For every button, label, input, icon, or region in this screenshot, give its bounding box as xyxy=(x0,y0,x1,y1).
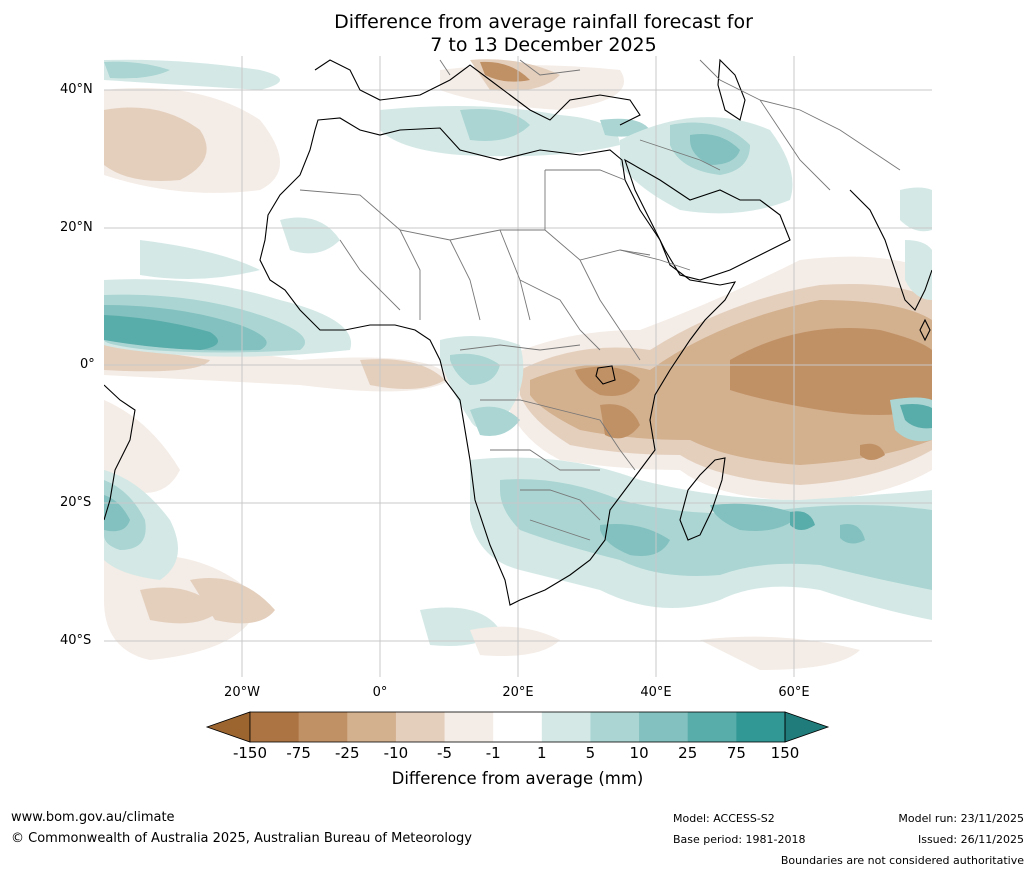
footer-base-period: Base period: 1981-2018 xyxy=(673,833,806,846)
footer-website: www.bom.gov.au/climate xyxy=(11,810,175,825)
madagascar-coastline xyxy=(679,457,726,541)
country-borders xyxy=(299,59,901,541)
india-coastline xyxy=(849,189,932,311)
gridlines xyxy=(104,56,932,677)
colorbar-bin xyxy=(395,712,446,742)
lat-label-20n: 20°N xyxy=(60,220,93,235)
colorbar-bin xyxy=(298,712,348,742)
lon-label-20e: 20°E xyxy=(502,685,534,700)
colorbar-tick-label: 150 xyxy=(770,744,800,762)
lat-label-40s: 40°S xyxy=(60,633,92,648)
coastlines xyxy=(104,58,932,606)
colorbar-under-triangle xyxy=(205,711,251,743)
lon-label-40e: 40°E xyxy=(640,685,672,700)
colorbar-tick-label: -10 xyxy=(383,744,409,762)
colorbar-bin xyxy=(541,712,591,742)
colorbar-tick-label: 1 xyxy=(537,744,547,762)
colorbar-over-triangle xyxy=(784,711,830,743)
footer-disclaimer: Boundaries are not considered authoritat… xyxy=(780,854,1024,867)
lat-label-20s: 20°S xyxy=(60,495,92,510)
lat-label-0: 0° xyxy=(80,357,95,372)
lake-victoria xyxy=(595,365,616,385)
europe-coastline xyxy=(314,59,641,126)
footer-issued: Issued: 26/11/2025 xyxy=(917,833,1024,846)
colorbar-bin xyxy=(590,712,640,742)
colorbar-bin xyxy=(250,712,300,742)
map-plot-area xyxy=(104,56,932,677)
colorbar-tick-label: 10 xyxy=(629,744,649,762)
colorbar-bin xyxy=(444,712,494,742)
colorbar-bin xyxy=(493,712,543,742)
caspian-coastline xyxy=(717,58,746,121)
africa-coastline xyxy=(259,117,737,606)
colorbar-bin xyxy=(639,712,689,742)
footer-model-run: Model run: 23/11/2025 xyxy=(898,812,1024,825)
colorbar-tick-label: -150 xyxy=(232,744,268,762)
colorbar xyxy=(205,711,830,743)
colorbar-title: Difference from average (mm) xyxy=(391,769,644,788)
lon-label-0: 0° xyxy=(372,685,388,700)
lon-label-20w: 20°W xyxy=(224,685,260,700)
map-title-line-1: Difference from average rainfall forecas… xyxy=(334,11,753,33)
colorbar-tick-label: 25 xyxy=(678,744,698,762)
colorbar-tick-label: -25 xyxy=(335,744,360,762)
colorbar-tick-label: -75 xyxy=(286,744,311,762)
arabia-coastline xyxy=(624,158,791,281)
colorbar-bin xyxy=(736,712,786,742)
lat-label-40n: 40°N xyxy=(60,82,93,97)
rainfall-anomaly-shading xyxy=(104,59,932,670)
colorbar-bin xyxy=(347,712,397,742)
colorbar-tick-label: 75 xyxy=(726,744,746,762)
colorbar-bin xyxy=(687,712,737,742)
lon-label-60e: 60°E xyxy=(778,685,810,700)
colorbar-tick-label: -5 xyxy=(437,744,453,762)
footer-copyright: © Commonwealth of Australia 2025, Austra… xyxy=(11,831,472,846)
footer-model: Model: ACCESS-S2 xyxy=(673,812,775,825)
colorbar-tick-label: -1 xyxy=(485,744,501,762)
map-title-line-2: 7 to 13 December 2025 xyxy=(430,34,657,56)
colorbar-tick-label: 5 xyxy=(585,744,596,762)
